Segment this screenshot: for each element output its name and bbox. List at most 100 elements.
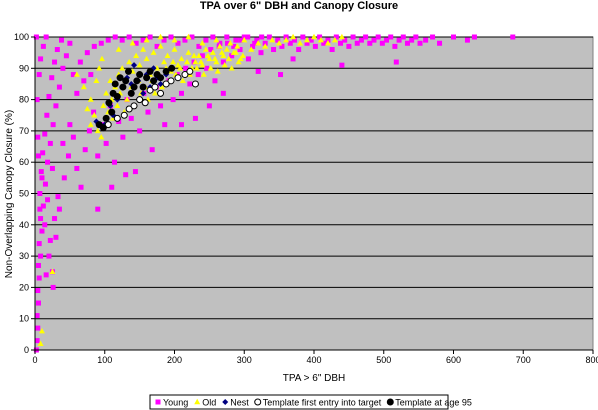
data-point — [162, 67, 170, 75]
data-point — [40, 43, 46, 49]
data-point — [198, 58, 205, 65]
plot-area — [33, 33, 594, 353]
data-point — [119, 37, 125, 43]
data-point — [209, 49, 216, 55]
data-point — [213, 58, 220, 65]
data-point — [74, 165, 80, 171]
data-point — [162, 122, 168, 128]
y-tick-label: 40 — [19, 220, 29, 230]
data-point — [53, 103, 59, 109]
data-point — [45, 159, 51, 165]
data-point — [317, 34, 323, 40]
data-point — [290, 33, 297, 40]
y-tick-label: 60 — [19, 157, 29, 167]
data-point — [91, 43, 97, 49]
data-point — [168, 64, 176, 72]
data-point — [46, 93, 52, 99]
y-tick-label: 0 — [24, 345, 29, 355]
legend-marker — [222, 399, 229, 405]
data-point — [151, 90, 158, 96]
data-point — [56, 206, 62, 212]
legend: Young Old Nest Template first entry into ta… — [149, 394, 472, 410]
data-point — [73, 71, 80, 77]
data-point — [239, 52, 246, 58]
data-point — [191, 52, 198, 58]
data-point — [206, 103, 212, 109]
data-point — [34, 97, 40, 103]
data-point — [451, 34, 456, 40]
data-point — [56, 84, 62, 90]
data-point — [113, 114, 121, 122]
data-point — [49, 75, 55, 81]
y-tick-label: 10 — [19, 314, 29, 324]
data-point — [187, 81, 193, 87]
data-point — [91, 112, 98, 118]
data-point — [38, 56, 44, 62]
data-point — [375, 34, 381, 40]
data-point — [100, 102, 107, 109]
data-point — [37, 191, 43, 196]
data-point — [238, 37, 244, 43]
data-point — [78, 184, 84, 190]
data-point — [145, 109, 151, 115]
data-point — [124, 67, 132, 75]
data-point — [392, 43, 398, 49]
data-point — [304, 36, 311, 43]
data-point — [120, 111, 128, 119]
x-tick-label: 600 — [446, 355, 461, 365]
data-point — [150, 77, 158, 85]
data-point — [80, 83, 87, 90]
data-point — [52, 216, 58, 222]
data-point — [276, 40, 283, 46]
data-point — [181, 71, 189, 79]
legend-label: Young — [163, 398, 188, 408]
data-point — [95, 206, 101, 212]
data-point — [84, 50, 90, 56]
series-old — [37, 33, 345, 346]
data-point — [220, 90, 226, 96]
data-point — [409, 37, 415, 43]
data-point — [157, 43, 164, 49]
data-point — [127, 89, 135, 97]
data-point — [40, 203, 46, 209]
data-point — [178, 90, 184, 96]
data-point — [119, 65, 126, 71]
data-point — [228, 65, 235, 71]
data-point — [241, 36, 248, 43]
data-point — [47, 140, 53, 146]
data-point — [111, 80, 119, 88]
data-point — [371, 37, 377, 43]
data-point — [179, 77, 186, 84]
data-point — [178, 55, 185, 62]
y-tick-label: 30 — [19, 251, 29, 261]
data-point — [266, 34, 272, 40]
data-point — [174, 61, 181, 68]
data-point — [189, 34, 195, 40]
data-point — [37, 206, 43, 212]
data-point — [43, 34, 49, 40]
data-point — [140, 46, 147, 52]
data-point — [213, 36, 220, 43]
data-point — [220, 52, 227, 58]
data-point — [54, 47, 60, 53]
x-tick-label: 500 — [376, 355, 391, 365]
data-point — [60, 140, 66, 146]
legend-entry: Template first entry into target — [254, 398, 382, 408]
data-point — [342, 37, 348, 43]
legend-entry: Old — [194, 398, 216, 408]
data-point — [133, 40, 139, 46]
data-point — [42, 222, 48, 228]
data-point — [224, 34, 230, 40]
data-point — [50, 284, 56, 290]
data-point — [164, 52, 171, 58]
data-point — [42, 181, 48, 187]
data-point — [193, 65, 200, 71]
data-point — [137, 128, 143, 134]
data-point — [174, 74, 182, 82]
data-point — [312, 43, 318, 49]
data-point — [223, 46, 230, 52]
data-point — [49, 268, 56, 274]
data-point — [38, 328, 45, 334]
data-point — [339, 62, 345, 68]
